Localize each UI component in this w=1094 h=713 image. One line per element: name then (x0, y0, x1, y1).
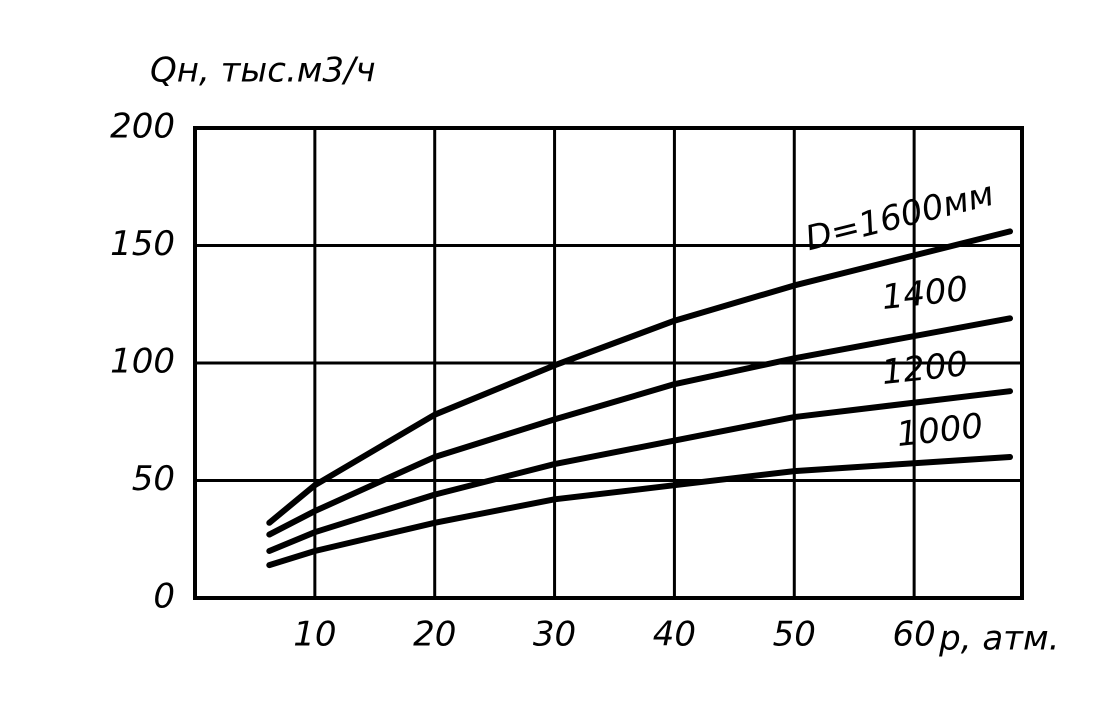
series-line (266, 315, 1014, 538)
y-tick-label: 150 (110, 224, 175, 264)
series-line (266, 454, 1014, 569)
x-axis-label: p, атм. (938, 619, 1059, 659)
y-axis-label: Qн, тыс.м3/ч (150, 51, 376, 91)
y-tick-label: 50 (132, 459, 175, 499)
y-tick-label: 100 (110, 342, 175, 382)
x-tick-label: 60 (892, 615, 935, 655)
x-tick-label: 30 (533, 615, 576, 655)
series-line (266, 228, 1014, 526)
series-line (266, 388, 1014, 554)
series-label: 1000 (895, 406, 985, 455)
y-tick-label: 0 (153, 577, 175, 617)
x-tick-label: 40 (653, 615, 696, 655)
series-label: 1400 (880, 269, 970, 318)
x-tick-label: 50 (773, 615, 816, 655)
x-tick-label: 10 (293, 615, 336, 655)
x-tick-label: 20 (413, 615, 456, 655)
series-label: 1200 (880, 344, 970, 393)
y-tick-label: 200 (110, 107, 175, 147)
